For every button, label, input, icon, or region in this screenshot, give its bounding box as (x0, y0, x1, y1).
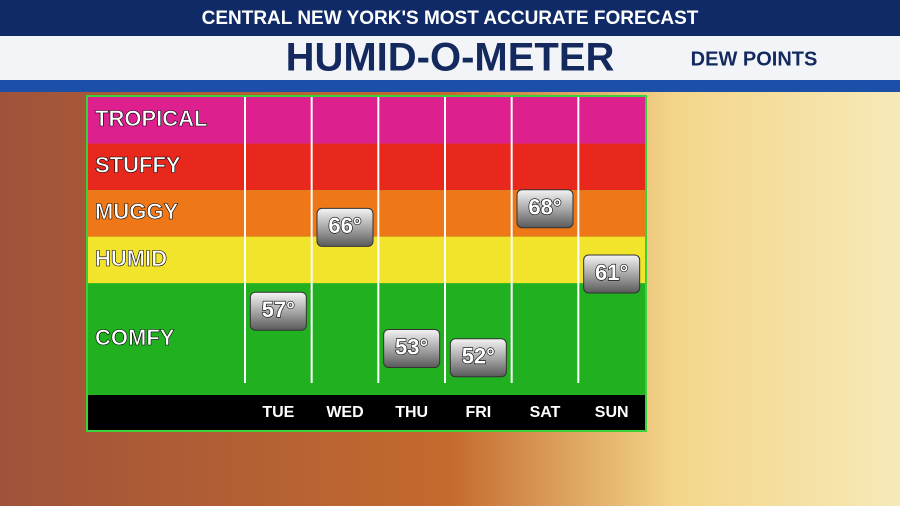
marker: 53° (383, 328, 441, 368)
subtitle: DEW POINTS (691, 48, 818, 70)
marker-label: 61° (595, 260, 628, 285)
band (88, 283, 645, 395)
marker-label: 68° (528, 195, 561, 220)
marker-box (449, 338, 507, 378)
day-label: FRI (465, 404, 491, 421)
band-label: TROPICAL (95, 106, 207, 131)
day-strip (88, 395, 645, 430)
marker-label: 53° (395, 334, 428, 359)
band (88, 97, 645, 144)
title: HUMID-O-METER (286, 36, 615, 80)
band (88, 143, 645, 191)
marker-box (583, 254, 641, 294)
band-label: MUGGY (95, 199, 178, 224)
marker: 57° (249, 291, 307, 331)
day-label: THU (395, 404, 428, 421)
marker-box (249, 291, 307, 331)
day-label: SAT (530, 404, 561, 421)
marker-box (516, 189, 574, 229)
tagline: CENTRAL NEW YORK'S MOST ACCURATE FORECAS… (202, 8, 699, 29)
band-label: STUFFY (95, 153, 181, 178)
marker-label: 52° (462, 344, 495, 369)
day-label: WED (326, 404, 363, 421)
marker: 52° (449, 338, 507, 378)
marker: 68° (516, 189, 574, 229)
band-label: COMFY (95, 325, 175, 350)
day-label: SUN (595, 404, 629, 421)
marker-label: 57° (262, 297, 295, 322)
stripe (0, 80, 900, 92)
marker-label: 66° (328, 213, 361, 238)
marker-box (383, 328, 441, 368)
marker-box (316, 207, 374, 247)
title-bar (0, 36, 900, 80)
day-label: TUE (262, 404, 294, 421)
top-bar (0, 0, 900, 36)
band-label: HUMID (95, 246, 167, 271)
marker: 66° (316, 207, 374, 247)
marker: 61° (583, 254, 641, 294)
